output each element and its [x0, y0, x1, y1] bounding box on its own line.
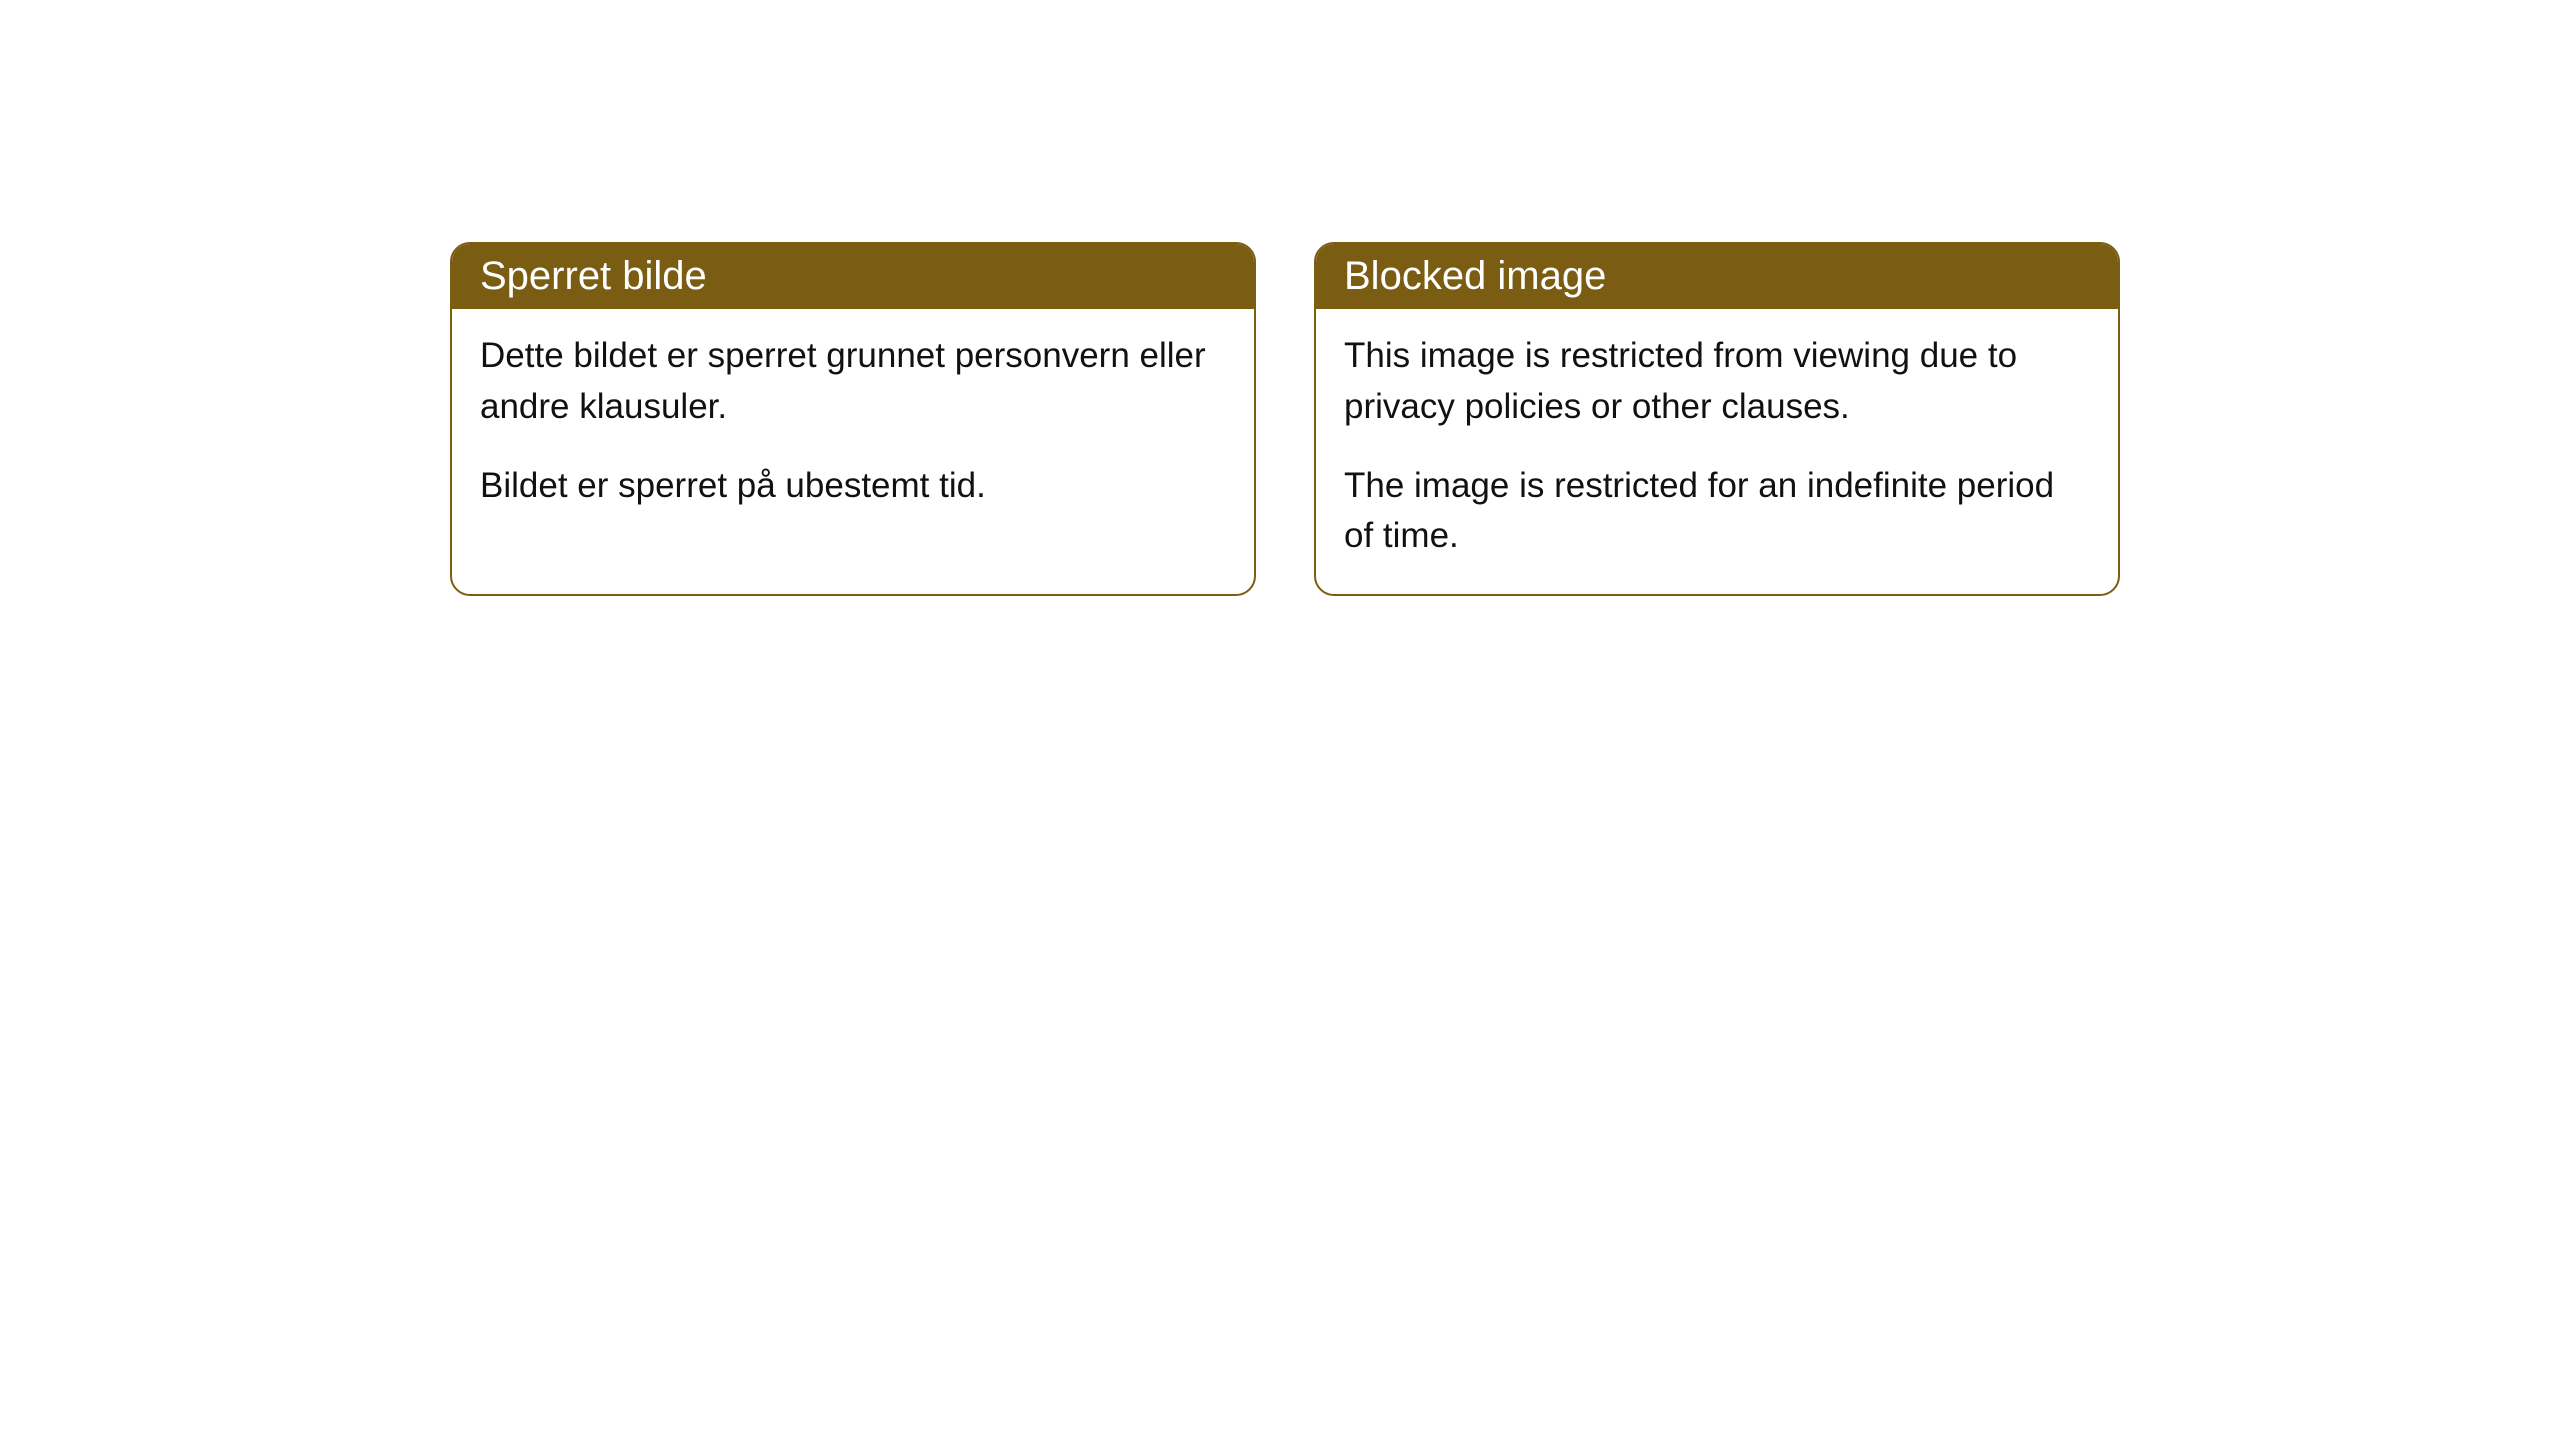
card-english: Blocked image This image is restricted f…	[1314, 242, 2120, 596]
card-norwegian: Sperret bilde Dette bildet er sperret gr…	[450, 242, 1256, 596]
card-text-norwegian-2: Bildet er sperret på ubestemt tid.	[480, 461, 1226, 512]
card-header-english: Blocked image	[1316, 244, 2118, 309]
card-text-english-1: This image is restricted from viewing du…	[1344, 331, 2090, 433]
card-body-english: This image is restricted from viewing du…	[1316, 309, 2118, 594]
cards-container: Sperret bilde Dette bildet er sperret gr…	[450, 242, 2120, 596]
card-text-norwegian-1: Dette bildet er sperret grunnet personve…	[480, 331, 1226, 433]
card-text-english-2: The image is restricted for an indefinit…	[1344, 461, 2090, 563]
card-header-norwegian: Sperret bilde	[452, 244, 1254, 309]
card-body-norwegian: Dette bildet er sperret grunnet personve…	[452, 309, 1254, 543]
